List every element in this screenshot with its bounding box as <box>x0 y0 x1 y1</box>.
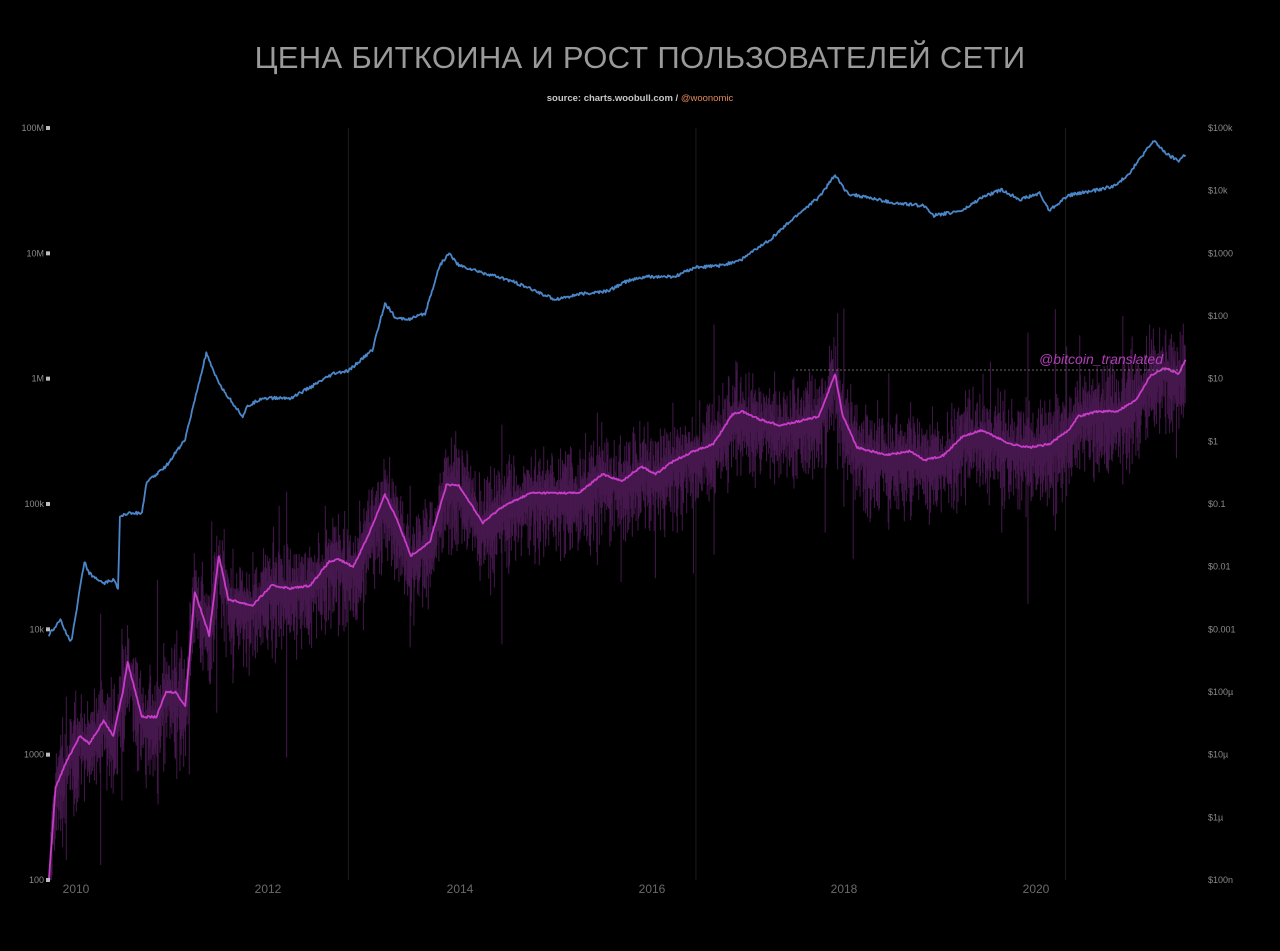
left-tick-label: 100k <box>24 499 44 509</box>
watermark-text: @bitcoin_translated <box>1039 351 1164 367</box>
series-layer <box>48 140 1187 881</box>
x-tick-label: 2020 <box>1023 882 1050 896</box>
right-tick-label: $10µ <box>1208 750 1228 760</box>
vertical-marker-lines <box>347 128 1067 880</box>
left-tick-label: 1M <box>31 374 44 384</box>
right-axis-ticks: $100k $10k $1000 $100 $10 $1 $0.1 $0.01 $0.001 $1… <box>1208 123 1236 885</box>
left-tick-mark <box>46 251 50 256</box>
x-tick-label: 2010 <box>63 882 90 896</box>
right-tick-label: $0.001 <box>1208 624 1236 634</box>
x-tick-label: 2018 <box>831 882 858 896</box>
right-tick-label: $10 <box>1208 374 1223 384</box>
chart-subtitle: source: charts.woobull.com / @woonomic <box>0 93 1280 104</box>
left-tick-label: 100M <box>21 123 44 133</box>
right-tick-label: $100µ <box>1208 687 1233 697</box>
left-axis-ticks: 100M 10M 1M 100k 10k 1000 100 <box>21 123 50 885</box>
right-tick-label: $1µ <box>1208 812 1223 822</box>
left-tick-mark <box>46 126 50 130</box>
source-handle: @woonomic <box>680 93 734 104</box>
right-tick-label: $1 <box>1208 436 1218 446</box>
left-tick-label: 10k <box>29 624 44 634</box>
left-tick-label: 10M <box>26 248 44 258</box>
left-tick-mark <box>46 502 50 506</box>
right-tick-label: $1000 <box>1208 248 1233 258</box>
right-tick-label: $0.1 <box>1208 499 1226 509</box>
price-noise-band <box>48 308 1186 880</box>
source-text: source: charts.woobull.com / <box>546 93 679 104</box>
left-tick-mark <box>46 752 50 757</box>
right-tick-label: $100k <box>1208 123 1233 133</box>
left-tick-label: 100 <box>29 875 44 885</box>
x-axis-ticks: 2010 2012 2014 2016 2018 2020 <box>63 882 1050 896</box>
x-tick-label: 2016 <box>639 882 666 896</box>
left-tick-mark <box>46 878 50 882</box>
right-tick-label: $10k <box>1208 186 1228 196</box>
left-tick-mark <box>46 376 50 381</box>
left-tick-label: 1000 <box>24 750 44 760</box>
price-line <box>48 359 1187 881</box>
right-tick-label: $100 <box>1208 311 1228 321</box>
x-tick-label: 2014 <box>447 882 474 896</box>
x-tick-label: 2012 <box>255 882 282 896</box>
right-tick-label: $100n <box>1208 875 1233 885</box>
right-tick-label: $0.01 <box>1208 562 1231 572</box>
left-tick-mark <box>46 627 50 632</box>
users-line <box>48 140 1187 642</box>
page-title: ЦЕНА БИТКОИНА И РОСТ ПОЛЬЗОВАТЕЛЕЙ СЕТИ <box>254 40 1026 75</box>
